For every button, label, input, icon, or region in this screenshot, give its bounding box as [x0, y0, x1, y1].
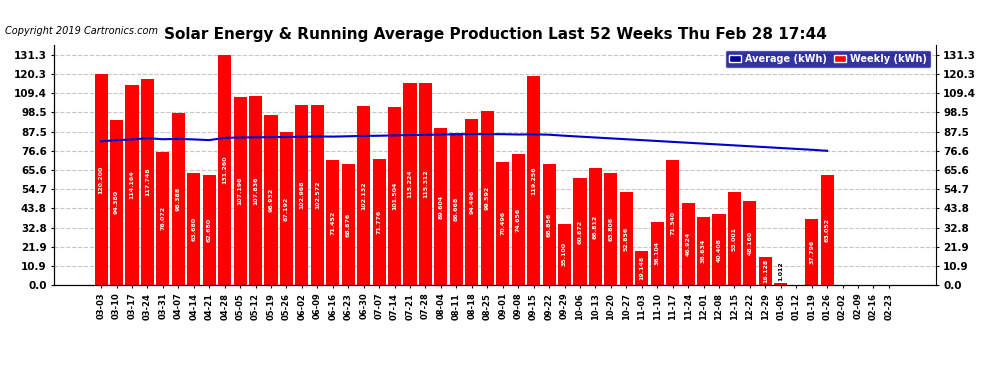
Text: 37.796: 37.796: [809, 240, 814, 264]
Bar: [311, 105, 324, 285]
Text: 120.200: 120.200: [99, 166, 104, 194]
Bar: [666, 160, 679, 285]
Bar: [110, 120, 123, 285]
Bar: [527, 76, 541, 285]
Text: 19.148: 19.148: [640, 256, 644, 280]
Bar: [681, 203, 695, 285]
Bar: [171, 112, 185, 285]
Bar: [465, 120, 478, 285]
Text: 52.856: 52.856: [624, 226, 629, 251]
Text: 16.128: 16.128: [763, 259, 768, 283]
Bar: [234, 97, 247, 285]
Bar: [743, 201, 756, 285]
Bar: [697, 217, 710, 285]
Text: 71.776: 71.776: [376, 210, 381, 234]
Bar: [218, 55, 232, 285]
Bar: [481, 111, 494, 285]
Text: 102.572: 102.572: [315, 181, 320, 209]
Text: 98.388: 98.388: [176, 187, 181, 211]
Text: 102.132: 102.132: [361, 181, 366, 210]
Bar: [388, 107, 401, 285]
Bar: [543, 164, 555, 285]
Text: 70.496: 70.496: [500, 211, 505, 236]
Text: 40.408: 40.408: [717, 238, 722, 262]
Text: 76.072: 76.072: [160, 206, 165, 230]
Text: 46.924: 46.924: [686, 232, 691, 256]
Text: 63.680: 63.680: [191, 217, 196, 241]
Text: 66.812: 66.812: [593, 214, 598, 238]
Bar: [496, 162, 509, 285]
Text: Copyright 2019 Cartronics.com: Copyright 2019 Cartronics.com: [5, 26, 158, 36]
Bar: [141, 79, 154, 285]
Bar: [620, 192, 633, 285]
Bar: [589, 168, 602, 285]
Text: 94.380: 94.380: [114, 190, 119, 214]
Text: 86.668: 86.668: [453, 197, 459, 221]
Bar: [573, 178, 586, 285]
Bar: [156, 152, 169, 285]
Text: 115.224: 115.224: [408, 170, 413, 198]
Title: Solar Energy & Running Average Production Last 52 Weeks Thu Feb 28 17:44: Solar Energy & Running Average Productio…: [163, 27, 827, 42]
Bar: [435, 128, 447, 285]
Text: 74.656: 74.656: [516, 207, 521, 232]
Text: 35.100: 35.100: [562, 242, 567, 266]
Text: 119.256: 119.256: [531, 166, 537, 195]
Bar: [650, 222, 663, 285]
Bar: [357, 106, 370, 285]
Text: 101.504: 101.504: [392, 182, 397, 210]
Text: 96.932: 96.932: [268, 188, 273, 212]
Bar: [126, 85, 139, 285]
Text: 68.876: 68.876: [346, 213, 350, 237]
Bar: [419, 83, 432, 285]
Text: 71.452: 71.452: [331, 210, 336, 234]
Text: 94.496: 94.496: [469, 190, 474, 214]
Bar: [264, 115, 277, 285]
Text: 63.808: 63.808: [609, 217, 614, 241]
Bar: [805, 219, 819, 285]
Text: 71.340: 71.340: [670, 210, 675, 235]
Text: 107.836: 107.836: [253, 176, 258, 205]
Bar: [327, 160, 340, 285]
Bar: [342, 164, 354, 285]
Text: 36.104: 36.104: [654, 242, 659, 266]
Legend: Average (kWh), Weekly (kWh): Average (kWh), Weekly (kWh): [726, 50, 931, 68]
Text: 53.001: 53.001: [732, 226, 737, 251]
Bar: [728, 192, 742, 285]
Text: 63.052: 63.052: [825, 218, 830, 242]
Text: 68.856: 68.856: [546, 213, 551, 237]
Text: 99.592: 99.592: [485, 186, 490, 210]
Text: 114.164: 114.164: [130, 171, 135, 200]
Text: 38.634: 38.634: [701, 239, 706, 263]
Bar: [404, 83, 417, 285]
Text: 131.260: 131.260: [222, 156, 227, 184]
Bar: [372, 159, 386, 285]
Text: 62.680: 62.680: [207, 218, 212, 242]
Bar: [636, 252, 648, 285]
Bar: [774, 283, 787, 285]
Bar: [512, 154, 525, 285]
Bar: [280, 132, 293, 285]
Text: 117.748: 117.748: [145, 168, 149, 196]
Text: 89.604: 89.604: [439, 195, 444, 219]
Text: 107.196: 107.196: [238, 177, 243, 206]
Text: 60.872: 60.872: [577, 220, 582, 244]
Text: 115.312: 115.312: [423, 170, 428, 198]
Bar: [713, 214, 726, 285]
Bar: [449, 133, 463, 285]
Bar: [94, 74, 108, 285]
Text: 1.012: 1.012: [778, 261, 783, 280]
Bar: [558, 224, 571, 285]
Text: 87.192: 87.192: [284, 196, 289, 221]
Bar: [604, 173, 618, 285]
Bar: [295, 105, 309, 285]
Bar: [821, 174, 834, 285]
Bar: [758, 257, 772, 285]
Bar: [248, 96, 262, 285]
Bar: [203, 175, 216, 285]
Text: 102.968: 102.968: [299, 180, 304, 209]
Bar: [187, 174, 200, 285]
Text: 48.160: 48.160: [747, 231, 752, 255]
